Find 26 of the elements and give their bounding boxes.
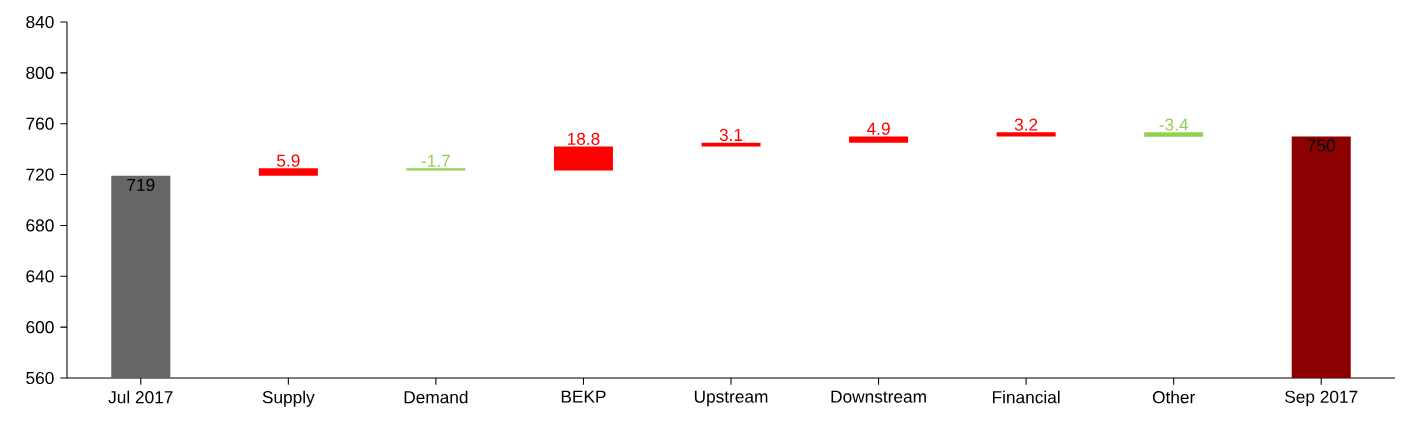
data-label: -3.4 [1159, 118, 1189, 131]
x-tick-label: Demand [404, 390, 468, 404]
data-label: 3.2 [1014, 118, 1038, 131]
data-label: 750 [1307, 139, 1335, 152]
y-tick-label: 640 [26, 270, 54, 283]
data-label: 4.9 [866, 122, 890, 135]
data-label: 5.9 [277, 154, 300, 167]
y-tick-label: 840 [26, 15, 54, 29]
x-tick-label: Supply [262, 390, 315, 407]
y-tick-label: 800 [26, 66, 54, 79]
data-label: 3.1 [719, 128, 743, 142]
x-tick-label: Sep 2017 [1285, 390, 1358, 407]
data-label: -1.7 [421, 154, 450, 167]
y-tick-label: 720 [26, 168, 54, 181]
x-tick-label: Upstream [694, 390, 768, 407]
x-tick-label: Jul 2017 [108, 390, 173, 404]
data-label: 719 [127, 178, 155, 191]
x-tick-label: Other [1152, 390, 1195, 404]
x-tick-label: Downstream [831, 390, 926, 403]
x-tick-label: Financial [992, 390, 1060, 404]
x-tick-label: BEKP [561, 390, 606, 403]
y-tick-label: 560 [26, 371, 54, 385]
y-tick-label: 680 [26, 219, 54, 232]
y-tick-label: 600 [26, 321, 54, 334]
data-label: 18.8 [567, 132, 600, 145]
y-tick-label: 760 [26, 117, 54, 130]
